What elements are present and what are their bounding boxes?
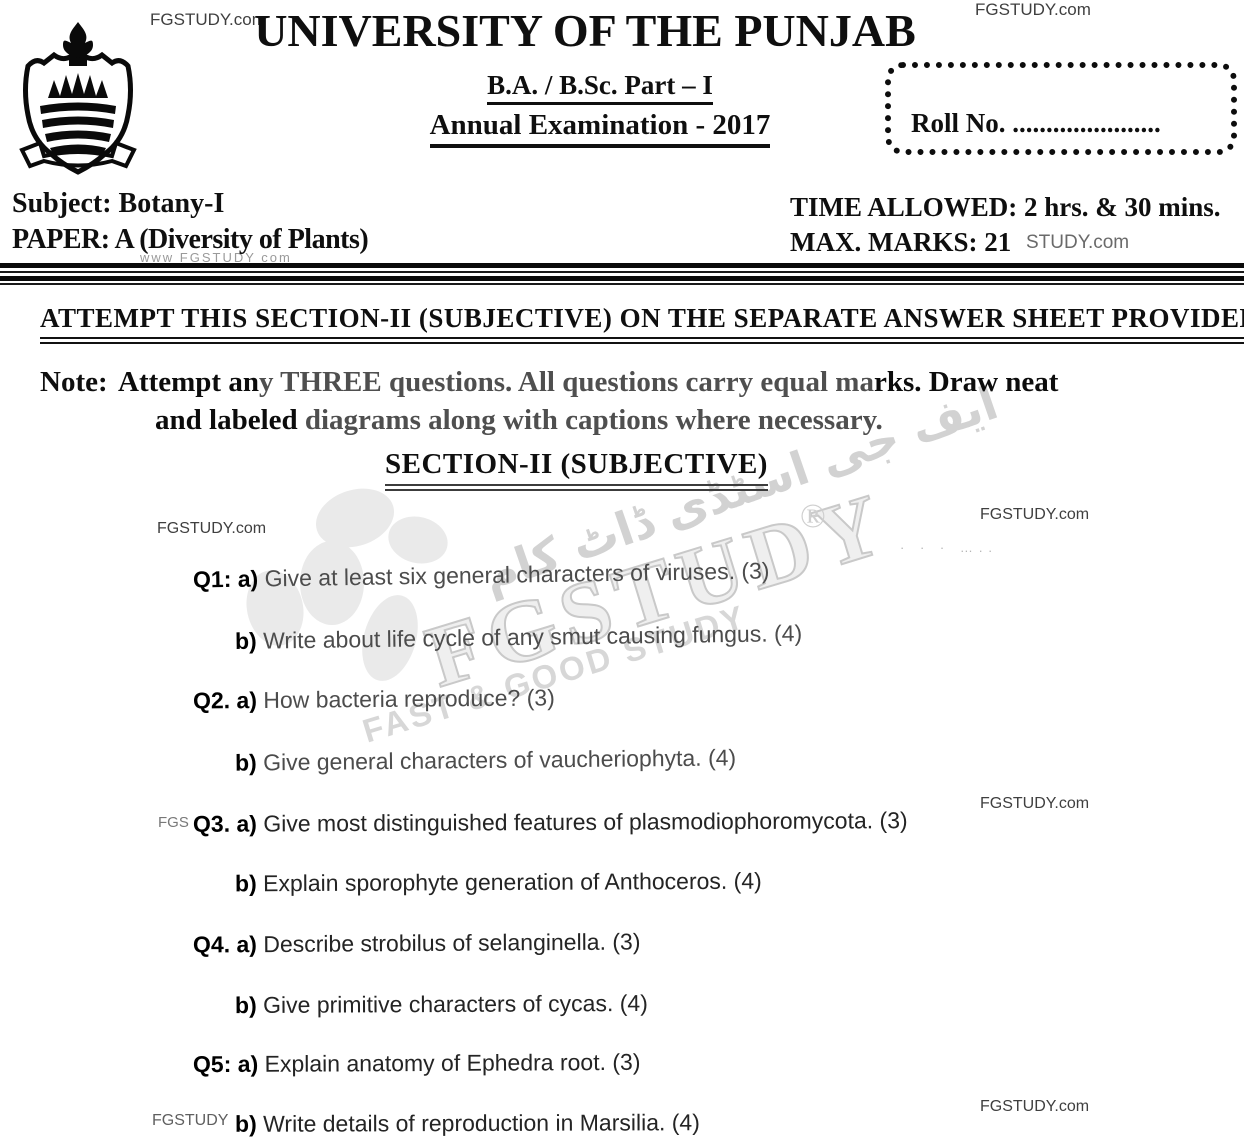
program-line: B.A. / B.Sc. Part – I xyxy=(487,70,713,105)
note-seg-2: y THREE questions. All questions carry e… xyxy=(258,366,874,398)
site-watermark-bottom-right: FGSTUDY.com xyxy=(980,1098,1090,1115)
scan-specks: · · · ….. xyxy=(900,540,999,555)
question-q3b: b) Explain sporophyte generation of Anth… xyxy=(234,867,762,897)
question-q5b: b) Write details of reproduction in Mars… xyxy=(234,1109,700,1137)
exam-subtitle-block: B.A. / B.Sc. Part – I Annual Examination… xyxy=(400,70,800,148)
horizontal-double-rule xyxy=(0,263,1244,287)
question-q2b: b) Give general characters of vaucheriop… xyxy=(234,744,737,776)
site-watermark-mid-right: FGSTUDY.com xyxy=(980,506,1090,523)
attempt-instruction: ATTEMPT THIS SECTION-II (SUBJECTIVE) ON … xyxy=(40,303,1244,344)
roll-no-box: Roll No. ...................... xyxy=(885,62,1237,155)
site-watermark-mid-left: FGSTUDY.com xyxy=(157,520,267,537)
section-heading: SECTION-II (SUBJECTIVE) xyxy=(385,448,768,491)
subject-line: Subject: Botany-I xyxy=(12,188,225,219)
note-seg-5: diagrams along with captions where neces… xyxy=(297,404,883,436)
page-title: UNIVERSITY OF THE PUNJAB xyxy=(254,5,916,56)
question-q4a: Q4. a) Describe strobilus of selanginell… xyxy=(192,928,641,958)
question-q5a: Q5: a) Explain anatomy of Ephedra root. … xyxy=(192,1048,641,1078)
note-seg-1: Attempt an xyxy=(118,366,259,398)
site-watermark-top-right: FGSTUDY.com xyxy=(975,0,1091,19)
site-watermark-right-2: FGSTUDY.com xyxy=(980,795,1090,812)
site-watermark-top-left: FGSTUDY.com xyxy=(150,10,266,29)
question-q4b: b) Give primitive characters of cycas. (… xyxy=(234,989,648,1019)
flower-watermark-icon xyxy=(240,488,490,693)
fgstudy-watermark-bottom-left: FGSTUDY xyxy=(152,1112,229,1129)
attempt-instruction-text: ATTEMPT THIS SECTION-II (SUBJECTIVE) ON … xyxy=(40,303,1244,344)
note-label: Note: xyxy=(40,366,108,398)
question-q2a: Q2. a) How bacteria reproduce? (3) xyxy=(192,684,555,714)
max-marks-line: MAX. MARKS: 21 xyxy=(790,227,1012,257)
exam-line: Annual Examination - 2017 xyxy=(429,109,771,148)
partial-url-watermark: www FGSTUDY com xyxy=(140,250,292,265)
university-crest-logo xyxy=(14,22,142,189)
question-q3a: Q3. a) Give most distinguished features … xyxy=(192,807,908,837)
note-line-2: and labeled diagrams along with captions… xyxy=(155,404,883,437)
note-seg-3: rks. Draw neat xyxy=(873,366,1059,398)
section-heading-wrap: SECTION-II (SUBJECTIVE) xyxy=(385,448,768,491)
time-allowed-line: TIME ALLOWED: 2 hrs. & 30 mins. xyxy=(790,192,1221,222)
partial-study-watermark: STUDY.com xyxy=(1026,232,1130,253)
registered-mark-watermark: ® xyxy=(800,498,826,535)
note-line-1: Attempt any THREE questions. All questio… xyxy=(118,366,1058,399)
note-seg-4: and labeled xyxy=(155,404,298,436)
roll-no-label: Roll No. ...................... xyxy=(911,108,1161,138)
fgs-watermark: FGS xyxy=(158,814,189,831)
paper-line: PAPER: A (Diversity of Plants) xyxy=(12,224,369,255)
